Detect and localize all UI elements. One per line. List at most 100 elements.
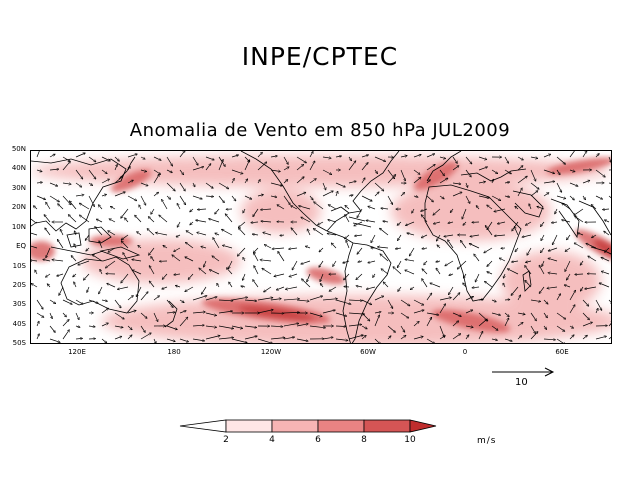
wind-vector: [433, 208, 441, 215]
wind-vector: [108, 231, 116, 236]
wind-vector: [80, 215, 90, 223]
wind-vector: [132, 260, 142, 262]
wind-vector: [205, 312, 217, 316]
wind-vector: [179, 317, 188, 327]
wind-vector: [125, 218, 129, 223]
wind-vector: [582, 151, 587, 158]
wind-vector: [569, 182, 578, 186]
wind-vector: [301, 217, 311, 223]
wind-vector: [562, 220, 571, 223]
wind-vector: [452, 321, 459, 327]
wind-vector: [421, 234, 428, 238]
wind-vector: [46, 273, 51, 277]
wind-vector: [302, 279, 311, 288]
wind-vector: [452, 156, 457, 163]
wind-vector: [313, 229, 324, 236]
wind-vector: [243, 208, 246, 213]
wind-vector: [137, 232, 142, 236]
wind-vector: [101, 179, 109, 184]
wind-vector: [153, 156, 161, 160]
wind-vector: [179, 311, 186, 314]
lon-label: 180: [167, 348, 181, 356]
wind-vector: [215, 233, 220, 235]
wind-vector: [177, 204, 181, 210]
wind-vector: [270, 299, 281, 301]
wind-vector: [348, 325, 362, 327]
wind-vector: [491, 300, 496, 302]
wind-vector: [257, 162, 267, 171]
wind-vector: [101, 194, 106, 196]
wind-vector: [231, 169, 243, 174]
wind-vector: [296, 338, 308, 341]
wind-vector: [371, 234, 376, 243]
wind-vector: [525, 266, 532, 275]
wind-vector: [515, 206, 519, 210]
wind-vector: [511, 286, 519, 295]
wind-vector: [166, 156, 173, 166]
lat-label: 10S: [12, 262, 26, 270]
wind-vector: [548, 258, 558, 262]
wind-vector: [196, 220, 207, 223]
wind-vector: [74, 282, 77, 288]
wind-vector: [253, 208, 259, 217]
wind-vector: [140, 170, 147, 172]
wind-vector: [231, 195, 236, 201]
wind-vector: [413, 177, 421, 184]
wind-vector: [257, 180, 260, 184]
wind-vector: [475, 273, 480, 282]
wind-vector: [562, 203, 571, 210]
wind-vector: [153, 338, 156, 343]
wind-vector: [218, 300, 233, 301]
wind-vector: [517, 166, 523, 171]
wind-vector: [99, 286, 103, 294]
wind-vector: [478, 331, 483, 340]
wind-vector: [605, 247, 610, 252]
wind-vector: [487, 205, 493, 210]
wind-vector: [526, 221, 532, 225]
wind-vector: [543, 339, 555, 340]
wind-vector: [52, 260, 64, 261]
wind-vector: [283, 337, 295, 340]
wind-vector: [209, 219, 220, 223]
wind-vector: [108, 247, 116, 252]
wind-vector: [283, 180, 288, 184]
wind-vector: [449, 286, 454, 295]
wind-vector: [380, 254, 389, 262]
colorbar: [179, 419, 437, 433]
wind-vector: [543, 312, 547, 318]
wind-vector: [98, 205, 103, 210]
wind-vector: [193, 182, 195, 187]
wind-vector: [162, 200, 168, 210]
wind-vector: [62, 183, 71, 184]
wind-vector: [49, 182, 58, 186]
wind-vector: [88, 195, 94, 207]
wind-vector: [405, 270, 415, 275]
wind-vector: [172, 255, 181, 262]
wind-vector: [257, 195, 263, 196]
wind-vector: [465, 326, 473, 327]
wind-vector: [107, 283, 116, 288]
wind-vector: [439, 336, 445, 340]
wind-vector: [192, 156, 198, 165]
wind-vector: [49, 195, 59, 202]
wind-vector: [504, 196, 510, 197]
wind-vector: [574, 243, 584, 249]
wind-vector: [36, 312, 44, 317]
wind-vector: [348, 181, 356, 184]
wind-vector: [231, 338, 247, 343]
wind-vector: [205, 336, 220, 340]
wind-vector: [517, 156, 523, 160]
wind-vector: [179, 169, 184, 175]
wind-vector: [469, 244, 480, 249]
wind-vector: [556, 195, 566, 199]
wind-vector: [517, 295, 521, 301]
lat-label: 50N: [11, 145, 26, 153]
wind-vector: [62, 312, 66, 317]
wind-vector: [556, 312, 566, 319]
wind-vector: [344, 287, 350, 288]
wind-vector: [361, 178, 365, 184]
wind-vector: [542, 260, 545, 266]
wind-vector: [95, 227, 103, 236]
wind-vector: [465, 297, 473, 301]
wind-vector: [426, 154, 435, 158]
